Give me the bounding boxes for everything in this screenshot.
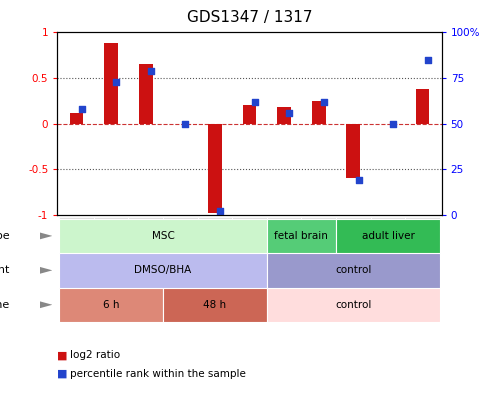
- Bar: [371, 217, 405, 271]
- Bar: [336, 219, 440, 253]
- Bar: [59, 219, 267, 253]
- Bar: [346, 124, 360, 178]
- Point: [78, 106, 86, 112]
- Text: GSM60438: GSM60438: [141, 220, 150, 269]
- Text: GSM60444: GSM60444: [245, 220, 254, 268]
- Bar: [267, 217, 301, 271]
- Bar: [59, 288, 163, 322]
- Text: 6 h: 6 h: [103, 300, 119, 310]
- Bar: [59, 217, 94, 271]
- Bar: [277, 107, 291, 124]
- Text: 48 h: 48 h: [203, 300, 227, 310]
- Point: [389, 120, 397, 127]
- Bar: [243, 105, 256, 124]
- Text: GSM60451: GSM60451: [418, 220, 427, 269]
- Text: GSM60448: GSM60448: [349, 220, 358, 269]
- Text: MSC: MSC: [152, 231, 174, 241]
- Text: GSM60433: GSM60433: [279, 220, 288, 269]
- Point: [320, 98, 328, 105]
- Bar: [69, 113, 83, 124]
- Point: [285, 109, 293, 116]
- Bar: [94, 217, 128, 271]
- Text: adult liver: adult liver: [361, 231, 414, 241]
- Bar: [208, 124, 222, 213]
- Bar: [301, 217, 336, 271]
- Bar: [128, 217, 163, 271]
- Point: [216, 208, 224, 214]
- Text: GSM60437: GSM60437: [107, 220, 116, 269]
- Point: [424, 56, 432, 63]
- Bar: [405, 217, 440, 271]
- Point: [250, 98, 258, 105]
- Text: GSM60436: GSM60436: [72, 220, 81, 269]
- Bar: [336, 217, 371, 271]
- Text: control: control: [335, 300, 372, 310]
- Polygon shape: [40, 267, 52, 274]
- Text: ■: ■: [57, 350, 68, 360]
- Text: control: control: [335, 265, 372, 275]
- Bar: [163, 217, 198, 271]
- Text: GSM60434: GSM60434: [314, 220, 323, 269]
- Bar: [139, 64, 153, 124]
- Text: log2 ratio: log2 ratio: [70, 350, 120, 360]
- Text: GDS1347 / 1317: GDS1347 / 1317: [187, 10, 312, 25]
- Bar: [163, 288, 267, 322]
- Polygon shape: [40, 301, 52, 308]
- Bar: [416, 89, 430, 124]
- Text: DMSO/BHA: DMSO/BHA: [134, 265, 192, 275]
- Bar: [59, 253, 267, 288]
- Bar: [267, 219, 336, 253]
- Text: cell type: cell type: [0, 231, 10, 241]
- Point: [112, 78, 120, 85]
- Text: ■: ■: [57, 369, 68, 379]
- Point: [182, 120, 190, 127]
- Bar: [232, 217, 267, 271]
- Bar: [267, 253, 440, 288]
- Text: time: time: [0, 300, 10, 310]
- Bar: [267, 288, 440, 322]
- Text: GSM60450: GSM60450: [383, 220, 392, 269]
- Polygon shape: [40, 232, 52, 239]
- Text: GSM60440: GSM60440: [176, 220, 185, 269]
- Bar: [312, 101, 326, 124]
- Text: percentile rank within the sample: percentile rank within the sample: [70, 369, 246, 379]
- Text: agent: agent: [0, 265, 10, 275]
- Bar: [198, 217, 232, 271]
- Bar: [104, 43, 118, 124]
- Text: fetal brain: fetal brain: [274, 231, 328, 241]
- Text: GSM60442: GSM60442: [211, 220, 220, 268]
- Point: [355, 177, 363, 183]
- Point: [147, 67, 155, 74]
